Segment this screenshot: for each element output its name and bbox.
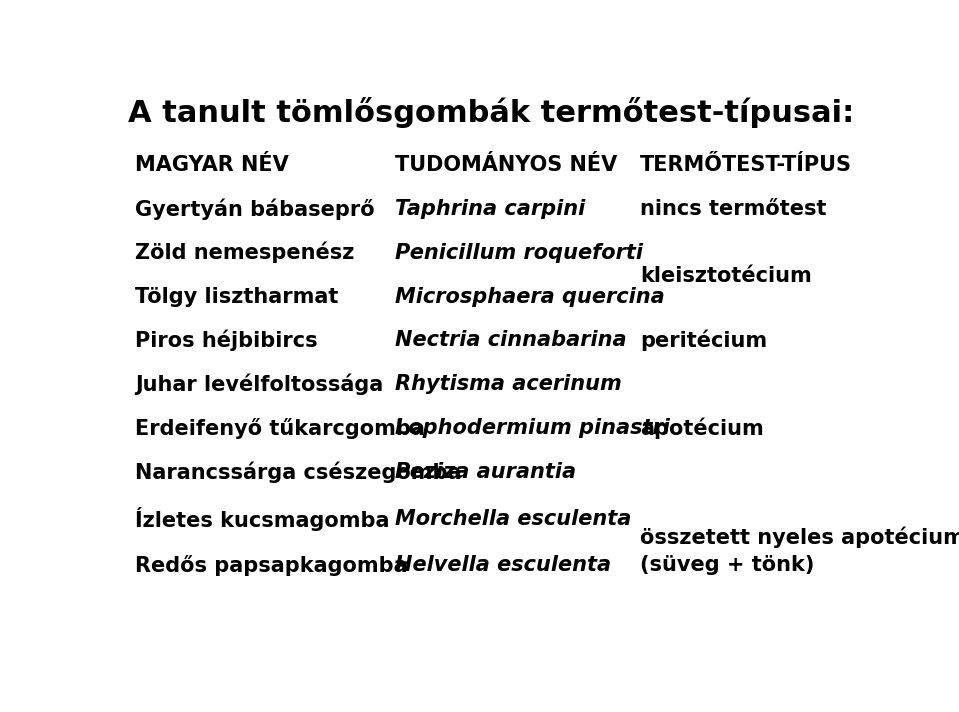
Text: peritécium: peritécium — [641, 330, 767, 351]
Text: nincs termőtest: nincs termőtest — [641, 199, 827, 219]
Text: kleisztotécium: kleisztotécium — [641, 266, 812, 286]
Text: Piros héjbibircs: Piros héjbibircs — [134, 330, 317, 351]
Text: Erdeifenyő tűkarcgomba: Erdeifenyő tűkarcgomba — [134, 418, 425, 439]
Text: Taphrina carpini: Taphrina carpini — [395, 199, 585, 219]
Text: Gyertyán bábaseprő: Gyertyán bábaseprő — [134, 198, 374, 219]
Text: TUDOMÁNYOS NÉV: TUDOMÁNYOS NÉV — [395, 155, 618, 175]
Text: Morchella esculenta: Morchella esculenta — [395, 508, 631, 528]
Text: Redős papsapkagomba: Redős papsapkagomba — [134, 555, 408, 575]
Text: TERMŐTEST-TÍPUS: TERMŐTEST-TÍPUS — [641, 155, 853, 175]
Text: MAGYAR NÉV: MAGYAR NÉV — [134, 155, 289, 175]
Text: Ízletes kucsmagomba: Ízletes kucsmagomba — [134, 506, 389, 530]
Text: A tanult tömlősgombák termőtest-típusai:: A tanult tömlősgombák termőtest-típusai: — [129, 98, 854, 128]
Text: Microsphaera quercina: Microsphaera quercina — [395, 286, 665, 306]
Text: Narancssárga csészegomba: Narancssárga csészegomba — [134, 461, 461, 483]
Text: apotécium: apotécium — [641, 417, 764, 439]
Text: Tölgy lisztharmat: Tölgy lisztharmat — [134, 286, 339, 306]
Text: Nectria cinnabarina: Nectria cinnabarina — [395, 330, 626, 350]
Text: Penicillum roqueforti: Penicillum roqueforti — [395, 243, 643, 263]
Text: Peziza aurantia: Peziza aurantia — [395, 462, 576, 482]
Text: Lophodermium pinastri: Lophodermium pinastri — [395, 418, 669, 438]
Text: Rhytisma acerinum: Rhytisma acerinum — [395, 375, 621, 394]
Text: összetett nyeles apotécium: összetett nyeles apotécium — [641, 527, 959, 548]
Text: (süveg + tönk): (süveg + tönk) — [641, 555, 814, 575]
Text: Helvella esculenta: Helvella esculenta — [395, 555, 611, 575]
Text: Zöld nemespenész: Zöld nemespenész — [134, 242, 354, 263]
Text: Juhar levélfoltossága: Juhar levélfoltossága — [134, 374, 383, 395]
